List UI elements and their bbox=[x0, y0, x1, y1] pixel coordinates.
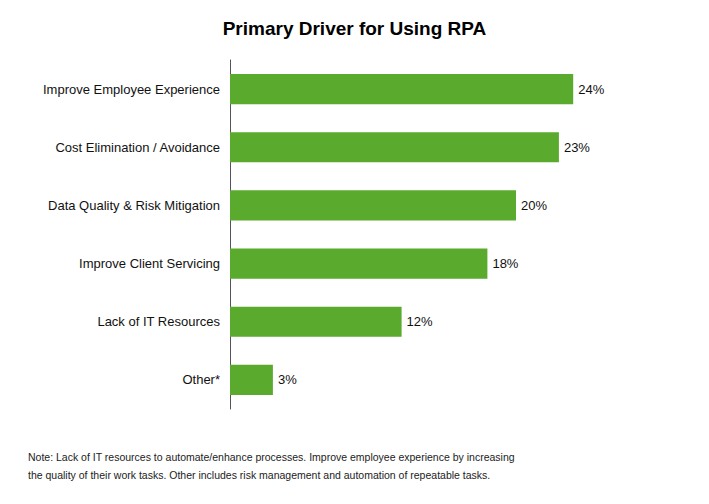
svg-text:23%: 23% bbox=[564, 140, 590, 155]
svg-text:the quality of their work task: the quality of their work tasks. Other i… bbox=[28, 469, 490, 481]
svg-text:Data Quality & Risk Mitigation: Data Quality & Risk Mitigation bbox=[48, 198, 220, 213]
svg-text:Other*: Other* bbox=[182, 372, 220, 387]
svg-text:12%: 12% bbox=[407, 314, 433, 329]
svg-text:Note: Lack of IT resources to: Note: Lack of IT resources to automate/e… bbox=[28, 451, 515, 463]
svg-text:20%: 20% bbox=[521, 198, 547, 213]
svg-text:24%: 24% bbox=[578, 82, 604, 97]
svg-text:Primary Driver for Using RPA: Primary Driver for Using RPA bbox=[223, 18, 487, 39]
svg-text:18%: 18% bbox=[492, 256, 518, 271]
svg-text:3%: 3% bbox=[278, 372, 297, 387]
svg-text:Improve Employee Experience: Improve Employee Experience bbox=[43, 82, 220, 97]
svg-text:Improve Client Servicing: Improve Client Servicing bbox=[79, 256, 220, 271]
svg-text:Lack of IT Resources: Lack of IT Resources bbox=[97, 314, 220, 329]
svg-text:Cost Elimination / Avoidance: Cost Elimination / Avoidance bbox=[55, 140, 220, 155]
